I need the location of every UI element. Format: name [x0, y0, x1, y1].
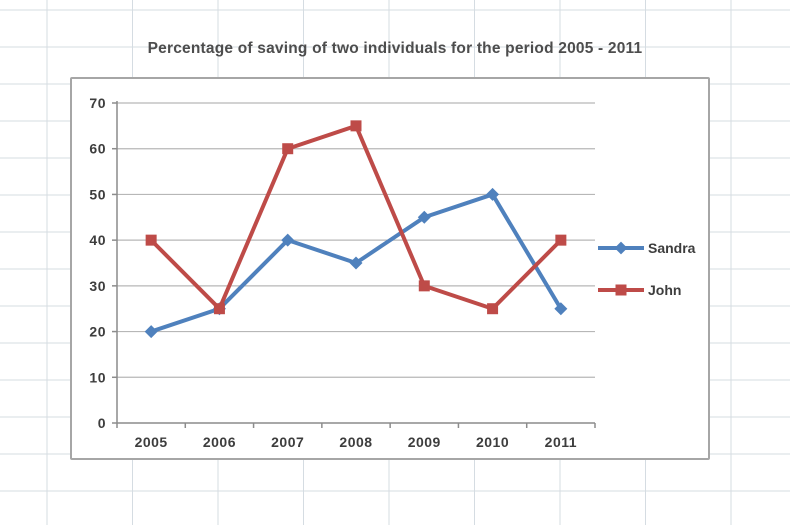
data-point-john[interactable] [213, 303, 225, 315]
plot-area: 0 10 20 30 40 50 60 70 2005 2006 2007 2008 2009 2010 2… [89, 95, 596, 450]
y-tick-label: 30 [89, 278, 106, 294]
legend-item-sandra[interactable]: Sandra [598, 238, 695, 258]
sandra-series-marker-icon [598, 241, 644, 256]
data-point-sandra[interactable] [349, 256, 363, 270]
y-tick-label: 20 [89, 324, 106, 340]
data-point-john[interactable] [350, 120, 362, 132]
data-point-john[interactable] [282, 143, 294, 155]
x-tick-label: 2011 [545, 434, 577, 450]
data-point-sandra[interactable] [486, 187, 500, 201]
chart-area[interactable]: 0 10 20 30 40 50 60 70 2005 2006 2007 2008 2009 2010 2… [70, 77, 710, 460]
data-point-john[interactable] [418, 280, 430, 292]
data-point-john[interactable] [145, 234, 157, 246]
data-point-sandra[interactable] [144, 325, 158, 339]
x-tick-label: 2007 [271, 434, 304, 450]
series-line-john[interactable] [149, 123, 563, 311]
legend-label-john: John [648, 282, 682, 298]
x-tick-label: 2006 [203, 434, 236, 450]
data-point-sandra[interactable] [417, 210, 431, 224]
y-tick-label: 70 [89, 95, 106, 111]
data-point-sandra[interactable] [281, 233, 295, 247]
legend: Sandra John [598, 238, 695, 300]
y-tick-label: 50 [89, 186, 106, 202]
y-tick-label: 60 [89, 141, 106, 157]
y-tick-label: 10 [89, 369, 106, 385]
john-series-marker-icon [598, 283, 644, 298]
data-point-john[interactable] [487, 303, 499, 315]
legend-label-sandra: Sandra [648, 240, 696, 256]
chart-title: Percentage of saving of two individuals … [147, 40, 643, 57]
data-point-sandra[interactable] [554, 302, 568, 316]
x-tick-label: 2010 [476, 434, 509, 450]
x-tick-label: 2008 [339, 434, 372, 450]
y-tick-label: 40 [89, 232, 106, 248]
data-point-john[interactable] [555, 234, 567, 246]
legend-item-john[interactable]: John [598, 280, 695, 300]
x-tick-label: 2009 [408, 434, 441, 450]
x-tick-label: 2005 [135, 434, 168, 450]
y-tick-label: 0 [98, 415, 106, 431]
